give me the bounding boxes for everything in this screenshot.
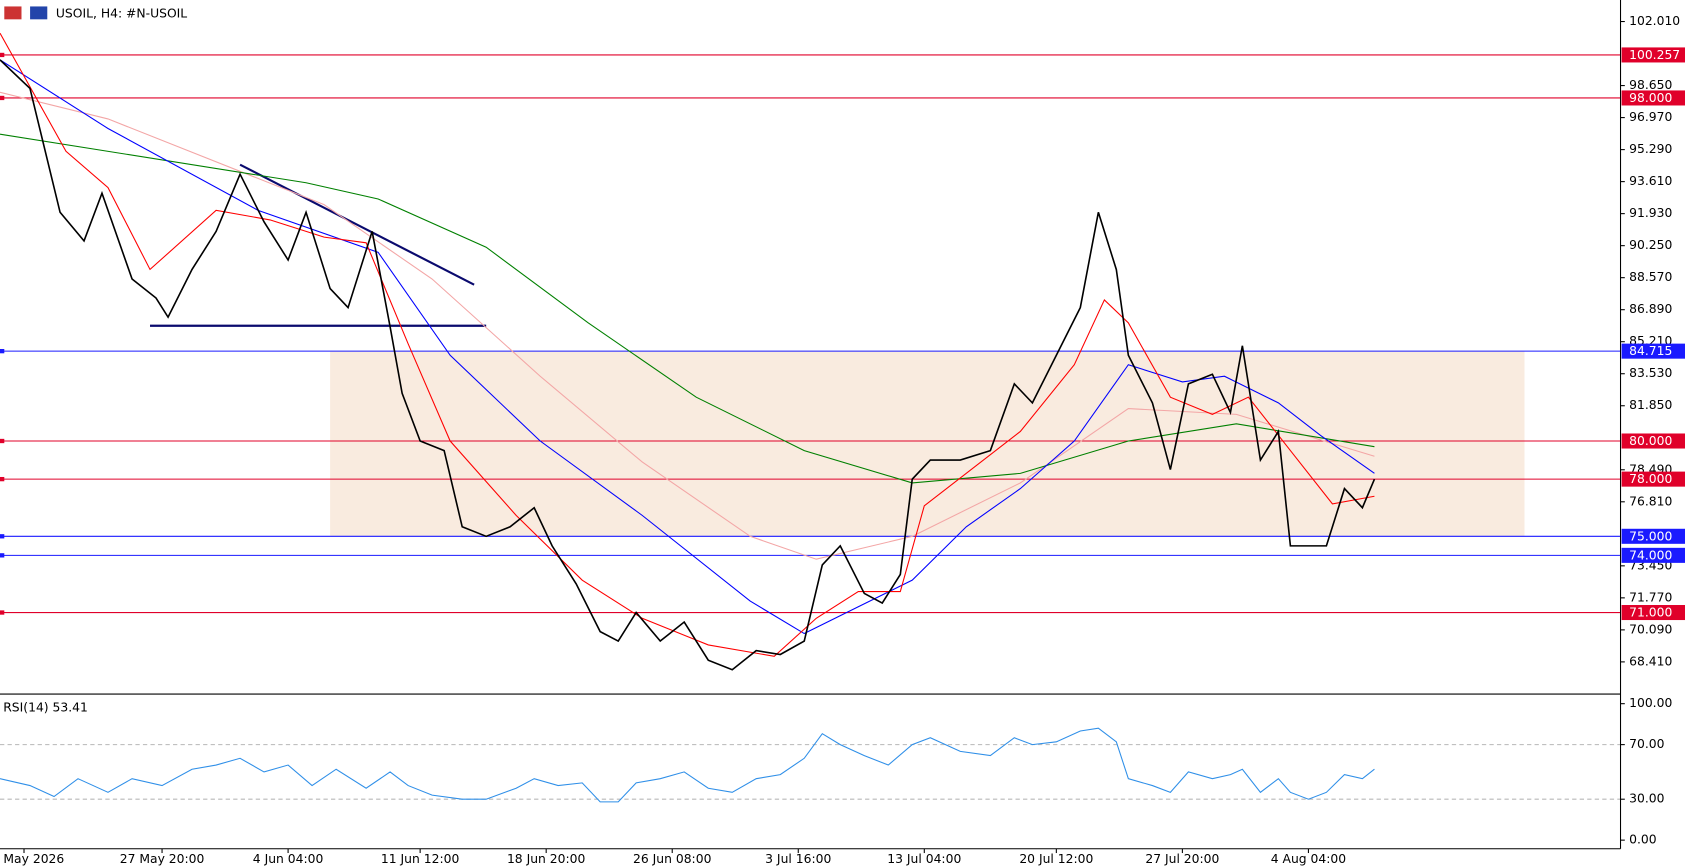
x-tick-label: 27 Jul 20:00 [1145,852,1219,866]
y-tick-label: 95.290 [1629,142,1672,156]
y-tick-label: 81.850 [1629,398,1672,412]
y-tick-label: 90.250 [1629,238,1672,252]
level-label-box [1621,547,1685,563]
period-icon [30,6,48,20]
rsi-title: RSI(14) 53.41 [3,700,88,714]
series-line [0,133,1375,484]
x-tick-label: 20 Jul 12:00 [1019,852,1093,866]
x-tick-label: 27 May 20:00 [120,852,205,866]
level-label: 78.000 [1629,472,1672,486]
level-label-box [1621,47,1685,63]
y-tick-label: 86.890 [1629,302,1672,316]
y-tick-label: 93.610 [1629,174,1672,188]
y-tick-label: 71.770 [1629,590,1672,604]
level-marker [0,553,5,558]
x-tick-label: 3 Jul 16:00 [765,852,831,866]
level-label-box [1621,605,1685,621]
plot-layer [0,32,1621,803]
x-tick-label: 4 Aug 04:00 [1271,852,1347,866]
level-marker [0,95,5,101]
x-tick-label: 26 Jun 08:00 [633,852,712,866]
level-marker [0,534,5,539]
x-tick-label: 18 Jun 20:00 [507,852,586,866]
level-label: 71.000 [1629,606,1672,620]
level-marker [0,438,5,444]
level-marker [0,476,5,482]
x-tick-label: 11 Jun 12:00 [381,852,460,866]
level-label-box [1621,433,1685,449]
level-label-box [1621,343,1685,359]
rsi-line [0,727,1375,803]
y-tick-label: 102.010 [1629,14,1680,28]
y-tick-label: 76.810 [1629,494,1672,508]
symbol-icon [4,6,22,20]
y-tick-label: 88.570 [1629,270,1672,284]
x-tick-label: 13 Jul 04:00 [887,852,961,866]
y-tick-label: 96.970 [1629,110,1672,124]
level-label-box [1621,471,1685,487]
level-label: 98.000 [1629,91,1672,105]
level-marker [0,610,5,615]
y-tick-label: 100.00 [1629,696,1672,710]
y-tick-label: 0.00 [1629,833,1657,847]
level-label: 74.000 [1629,548,1672,562]
series-line [0,91,1375,560]
level-label: 75.000 [1629,529,1672,543]
y-tick-label: 91.930 [1629,206,1672,220]
level-label-box [1621,90,1685,106]
level-label: 84.715 [1629,344,1672,358]
trendline [239,163,475,286]
chart-title: USOIL, H4: #N-USOIL [56,6,187,20]
y-tick-label: 30.00 [1629,792,1664,806]
level-label: 80.000 [1629,434,1672,448]
x-tick-label: 4 Jun 04:00 [253,852,324,866]
series-line [0,32,1375,657]
y-tick-label: 70.090 [1629,622,1672,636]
y-tick-label: 68.410 [1629,654,1672,668]
series-line [0,59,1375,635]
level-label-box [1621,528,1685,544]
level-marker [0,348,5,354]
y-tick-label: 70.00 [1629,737,1664,751]
series-line [0,59,1376,671]
level-label: 100.257 [1629,48,1680,62]
y-tick-label: 83.530 [1629,366,1672,380]
range-zone [330,351,1525,537]
y-tick-label: 98.650 [1629,78,1672,92]
level-marker [0,52,5,58]
x-tick-label: 20 May 2026 [0,852,64,866]
